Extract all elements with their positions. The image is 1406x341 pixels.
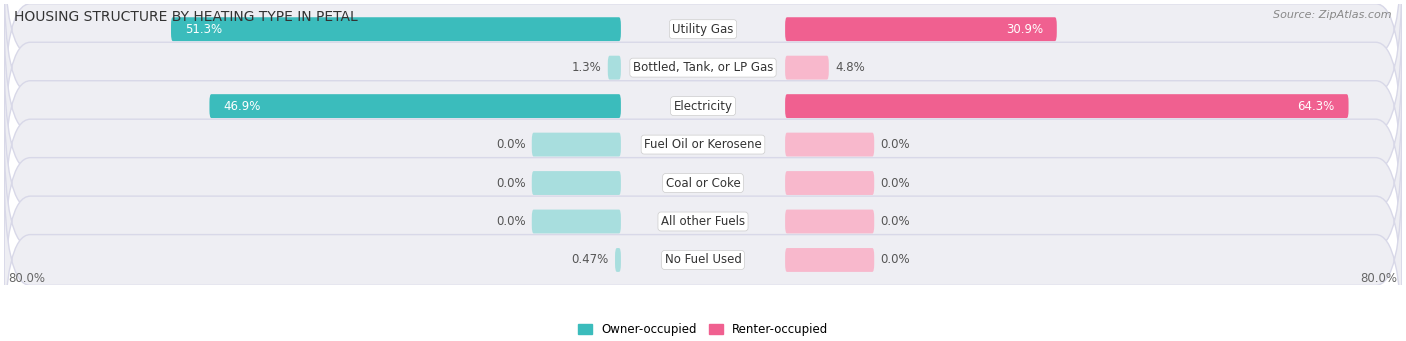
FancyBboxPatch shape [531,133,621,157]
FancyBboxPatch shape [531,210,621,234]
FancyBboxPatch shape [4,55,1402,235]
FancyBboxPatch shape [4,16,1402,196]
FancyBboxPatch shape [785,17,1057,41]
Text: 1.3%: 1.3% [572,61,602,74]
Text: Source: ZipAtlas.com: Source: ZipAtlas.com [1274,10,1392,20]
FancyBboxPatch shape [531,171,621,195]
Text: 0.0%: 0.0% [880,138,910,151]
FancyBboxPatch shape [785,248,875,272]
Text: All other Fuels: All other Fuels [661,215,745,228]
FancyBboxPatch shape [4,0,1402,119]
Text: 0.0%: 0.0% [880,253,910,266]
Text: 64.3%: 64.3% [1298,100,1334,113]
Text: 46.9%: 46.9% [224,100,260,113]
Legend: Owner-occupied, Renter-occupied: Owner-occupied, Renter-occupied [572,318,834,341]
Text: 4.8%: 4.8% [835,61,865,74]
Text: 80.0%: 80.0% [8,272,45,285]
FancyBboxPatch shape [4,170,1402,341]
FancyBboxPatch shape [4,0,1402,158]
FancyBboxPatch shape [614,248,621,272]
FancyBboxPatch shape [4,132,1402,312]
Text: No Fuel Used: No Fuel Used [665,253,741,266]
Text: 0.0%: 0.0% [496,138,526,151]
Text: HOUSING STRUCTURE BY HEATING TYPE IN PETAL: HOUSING STRUCTURE BY HEATING TYPE IN PET… [14,10,357,24]
FancyBboxPatch shape [785,56,828,79]
FancyBboxPatch shape [785,94,1348,118]
Text: 30.9%: 30.9% [1005,23,1043,36]
Text: 0.47%: 0.47% [572,253,609,266]
Text: 0.0%: 0.0% [880,215,910,228]
FancyBboxPatch shape [4,93,1402,273]
FancyBboxPatch shape [785,210,875,234]
Text: 0.0%: 0.0% [880,177,910,190]
FancyBboxPatch shape [172,17,621,41]
Text: 0.0%: 0.0% [496,177,526,190]
Text: Bottled, Tank, or LP Gas: Bottled, Tank, or LP Gas [633,61,773,74]
FancyBboxPatch shape [785,171,875,195]
FancyBboxPatch shape [209,94,621,118]
Text: 0.0%: 0.0% [496,215,526,228]
Text: Fuel Oil or Kerosene: Fuel Oil or Kerosene [644,138,762,151]
Text: Electricity: Electricity [673,100,733,113]
Text: Utility Gas: Utility Gas [672,23,734,36]
FancyBboxPatch shape [785,133,875,157]
Text: 51.3%: 51.3% [186,23,222,36]
Text: 80.0%: 80.0% [1361,272,1398,285]
Text: Coal or Coke: Coal or Coke [665,177,741,190]
FancyBboxPatch shape [607,56,621,79]
